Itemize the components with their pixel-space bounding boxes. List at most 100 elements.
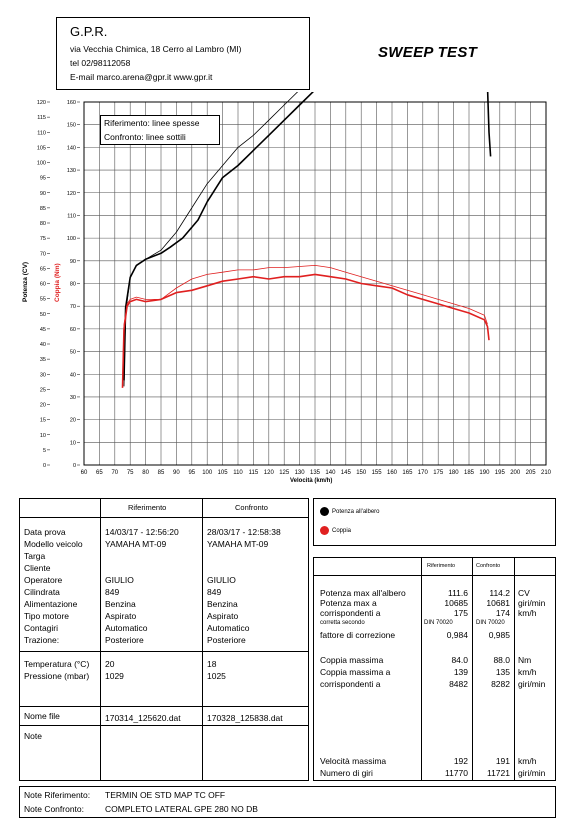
y-tick-label-torque: 140 — [67, 145, 76, 151]
correction-ref: DIN 70020 — [424, 620, 453, 626]
plot-frame — [83, 101, 547, 466]
y-tick-label-torque: 100 — [67, 236, 76, 242]
x-tick-label: 150 — [356, 470, 367, 476]
info-label: Tipo motore — [24, 611, 70, 621]
x-tick-label: 105 — [218, 470, 229, 476]
info-ref-value: Aspirato — [105, 611, 137, 621]
result-unit: km/h — [518, 608, 537, 618]
x-tick-label: 190 — [479, 470, 490, 476]
y-tick-label-power: 85 — [40, 206, 46, 212]
note-cmp-value: COMPLETO LATERAL GPE 280 NO DB — [105, 804, 258, 814]
line-style-legend: Riferimento: linee spesse Confronto: lin… — [100, 115, 220, 145]
y-tick-label-torque: 20 — [70, 418, 76, 424]
notes-box: Note Riferimento: TERMIN OE STD MAP TC O… — [19, 786, 556, 818]
x-tick-label: 145 — [341, 470, 352, 476]
results-col-ref: Riferimento — [427, 563, 456, 569]
x-tick-label: 125 — [279, 470, 290, 476]
factor-ref: 0,984 — [446, 630, 468, 640]
info-cmp-value: 849 — [207, 587, 222, 597]
file-name-ref: 170314_125620.dat — [105, 713, 181, 723]
info-label: Cilindrata — [24, 587, 60, 597]
company-name: G.P.R. — [70, 24, 108, 39]
x-tick-label: 110 — [233, 470, 243, 476]
y-tick-label-power: 105 — [37, 145, 46, 151]
result-label: Potenza max a — [320, 598, 377, 608]
y-tick-label-power: 55 — [40, 297, 46, 303]
factor-cmp: 0,985 — [488, 630, 510, 640]
y-tick-label-torque: 110 — [67, 213, 76, 219]
x-tick-label: 90 — [173, 470, 180, 476]
y-tick-label-power: 50 — [40, 312, 46, 318]
info-cmp-value: Benzina — [207, 599, 238, 609]
y-tick-label-torque: 60 — [70, 327, 76, 333]
x-tick-label: 75 — [127, 470, 134, 476]
info-label: Operatore — [24, 575, 63, 585]
result-cmp: 135 — [495, 667, 510, 677]
info-label: Trazione: — [24, 635, 60, 645]
results-col-cmp: Confronto — [476, 563, 501, 569]
y-tick-label-torque: 70 — [70, 304, 76, 310]
x-tick-label: 185 — [464, 470, 475, 476]
y-axis-torque-label: Coppia (Nm) — [54, 263, 61, 302]
info-cmp-value: 28/03/17 - 12:58:38 — [207, 527, 281, 537]
y-tick-label-torque: 0 — [73, 463, 76, 469]
power-series-comparison — [123, 92, 299, 387]
y-tick-label-power: 60 — [40, 282, 46, 288]
file-name-cmp: 170328_125838.dat — [207, 713, 283, 723]
result-cmp: 11721 — [486, 768, 510, 778]
x-tick-label: 180 — [449, 470, 460, 476]
info-ref-value: YAMAHA MT-09 — [105, 539, 167, 549]
torque-series-comparison — [122, 264, 488, 384]
power-legend-label: Potenza all'albero — [332, 509, 380, 515]
dyno-chart: 60 65 70 75 80 85 90 95 100 105 110 115 120 125 130 135… — [37, 92, 552, 476]
company-phone: tel 02/98112058 — [70, 58, 131, 68]
torque-series-reference — [121, 273, 490, 388]
info-label: Modello veicolo — [24, 539, 83, 549]
y-tick-label-torque: 150 — [67, 123, 76, 129]
y-tick-label-power: 0 — [43, 463, 46, 469]
info-cmp-value: Automatico — [207, 623, 250, 633]
result-label: Coppia massima — [320, 655, 384, 665]
power-legend-marker — [320, 507, 329, 516]
info-label: Targa — [24, 551, 46, 561]
y-tick-label-power: 35 — [40, 357, 46, 363]
y-tick-label-power: 20 — [40, 403, 46, 409]
info-cmp-value: Aspirato — [207, 611, 239, 621]
y-tick-label-power: 40 — [40, 342, 46, 348]
result-unit: CV — [518, 588, 530, 598]
series-legend: Potenza all'albero Coppia — [313, 498, 556, 546]
y-tick-label-power: 120 — [37, 100, 46, 106]
pressure-label: Pressione (mbar) — [24, 671, 90, 681]
note-cmp-label: Note Confronto: — [24, 804, 85, 814]
info-ref-value: 849 — [105, 587, 120, 597]
x-tick-label: 200 — [510, 470, 521, 476]
col-header-comparison: Confronto — [235, 503, 268, 512]
correction-cmp: DIN 70020 — [476, 620, 505, 626]
info-label: Cliente — [24, 563, 51, 573]
info-label: Contagiri — [24, 623, 59, 633]
result-label: Coppia massima a — [320, 667, 391, 677]
x-tick-label: 210 — [541, 470, 552, 476]
legend-reference: Riferimento: linee spesse — [104, 118, 200, 128]
y-tick-label-power: 30 — [40, 372, 46, 378]
note-ref-label: Note Riferimento: — [24, 790, 91, 800]
y-tick-label-power: 115 — [37, 115, 46, 121]
result-cmp: 10681 — [486, 598, 510, 608]
x-tick-label: 135 — [310, 470, 321, 476]
x-tick-label: 95 — [188, 470, 195, 476]
y-tick-label-power: 65 — [40, 266, 46, 272]
x-tick-label: 65 — [96, 470, 103, 476]
result-cmp: 114.2 — [489, 588, 510, 598]
pressure-ref: 1029 — [105, 671, 124, 681]
y-tick-label-power: 90 — [40, 191, 46, 197]
x-tick-label: 175 — [433, 470, 444, 476]
y-tick-label-torque: 160 — [67, 100, 76, 106]
result-unit: giri/min — [518, 679, 546, 689]
result-ref: 192 — [453, 756, 468, 766]
x-axis-label: Velocità (km/h) — [290, 478, 333, 484]
temperature-ref: 20 — [105, 659, 115, 669]
info-ref-value: Automatico — [105, 623, 148, 633]
info-cmp-value: YAMAHA MT-09 — [207, 539, 269, 549]
company-address: via Vecchia Chimica, 18 Cerro al Lambro … — [70, 44, 242, 54]
y-tick-label-torque: 40 — [70, 372, 76, 378]
